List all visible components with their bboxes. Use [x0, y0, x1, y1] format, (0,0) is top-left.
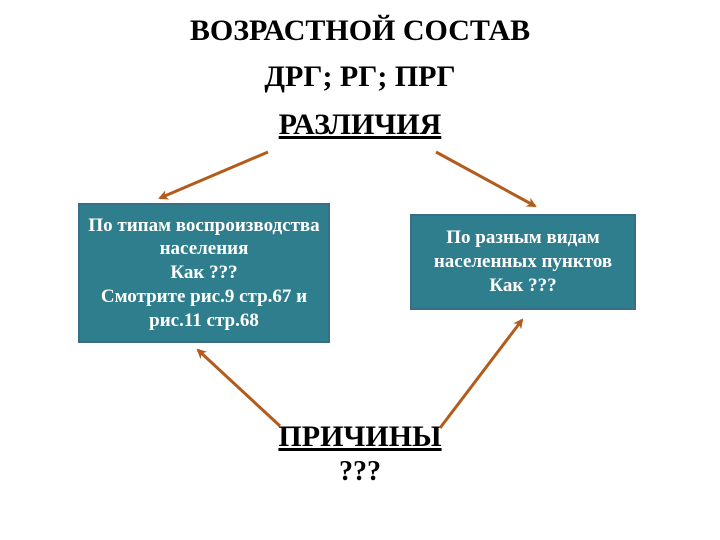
diagram-stage: ВОЗРАСТНОЙ СОСТАВ ДРГ; РГ; ПРГ РАЗЛИЧИЯ …	[0, 0, 720, 540]
header-line-3: РАЗЛИЧИЯ	[0, 108, 720, 142]
arrow-bottom-left	[198, 350, 280, 426]
footer-line-1: ПРИЧИНЫ	[0, 420, 720, 454]
header-line-2: ДРГ; РГ; ПРГ	[0, 60, 720, 94]
header-line-1: ВОЗРАСТНОЙ СОСТАВ	[0, 14, 720, 48]
box-settlement-types: По разным видам населенных пунктовКак ??…	[410, 214, 636, 310]
arrow-bottom-right	[440, 320, 522, 428]
box-reproduction-types: По типам воспроизводства населенияКак ??…	[78, 203, 330, 343]
arrow-top-right	[436, 152, 535, 206]
footer-line-2: ???	[0, 456, 720, 488]
arrow-top-left	[160, 152, 268, 198]
